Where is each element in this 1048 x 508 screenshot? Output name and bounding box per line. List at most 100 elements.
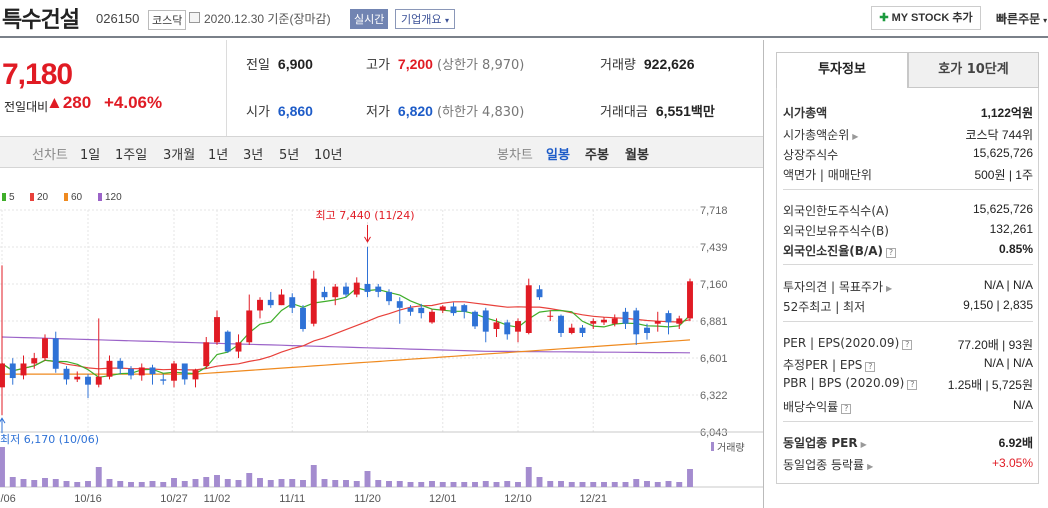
info-label-text: 52주최고 | 최저 bbox=[783, 300, 866, 314]
tab-investment-info[interactable]: 투자정보 bbox=[776, 52, 908, 88]
candle-body bbox=[568, 327, 575, 333]
change-label: 전일대비 bbox=[4, 100, 49, 114]
candle-body bbox=[676, 318, 683, 324]
help-icon[interactable]: ? bbox=[865, 362, 876, 372]
info-label-text: 시가총액 bbox=[783, 106, 828, 120]
quick-order-button[interactable]: 빠른주문 ▾ bbox=[996, 10, 1047, 27]
volume-bar bbox=[633, 479, 640, 487]
help-icon[interactable]: ? bbox=[886, 248, 897, 258]
realtime-button[interactable]: 실시간 bbox=[350, 9, 389, 29]
open-label: 시가 bbox=[246, 105, 270, 120]
info-label[interactable]: 외국인소진율(B/A)? bbox=[783, 242, 897, 259]
info-label-text: 액면가 | 매매단위 bbox=[783, 168, 872, 182]
candle-body bbox=[267, 299, 274, 306]
tab-1d[interactable]: 1일 bbox=[80, 148, 101, 163]
tab-daily[interactable]: 일봉 bbox=[546, 148, 570, 163]
tab-3y[interactable]: 3년 bbox=[243, 148, 264, 163]
info-label: 외국인한도주식수(A) bbox=[783, 202, 889, 219]
info-label-text: 추정PER | EPS bbox=[783, 358, 863, 372]
x-tick-label: 12/21 bbox=[579, 493, 607, 505]
info-label[interactable]: 배당수익률? bbox=[783, 398, 852, 415]
candle-body bbox=[364, 283, 371, 292]
volume-bar bbox=[289, 479, 296, 487]
volume-label: 거래량 bbox=[717, 442, 745, 454]
help-icon[interactable]: ? bbox=[907, 380, 918, 390]
info-row: 외국인한도주식수(A) 15,625,726 bbox=[783, 202, 1033, 220]
info-value: 6.92배 bbox=[998, 436, 1033, 450]
legend-label: 60 bbox=[71, 192, 83, 203]
chevron-down-icon: ▾ bbox=[1043, 16, 1048, 25]
info-row: 배당수익률? N/A bbox=[783, 398, 1033, 416]
my-stock-add-button[interactable]: ✚ MY STOCK 추가 bbox=[871, 6, 981, 30]
volume-bar bbox=[525, 467, 532, 487]
company-overview-dropdown[interactable]: 기업개요 ▾ bbox=[395, 9, 455, 29]
candle-body bbox=[138, 367, 145, 376]
candle-body bbox=[181, 363, 188, 380]
info-label-text: 외국인소진율(B/A) bbox=[783, 244, 884, 258]
info-label[interactable]: PBR | BPS (2020.09)? bbox=[783, 376, 918, 390]
max-arrow-icon bbox=[364, 224, 371, 243]
volume-bar bbox=[364, 471, 371, 487]
info-value: N/A | N/A bbox=[983, 278, 1033, 292]
info-label: 상장주식수 bbox=[783, 146, 838, 163]
candle-body bbox=[74, 376, 81, 380]
tab-1y[interactable]: 1년 bbox=[208, 148, 229, 163]
tab-5y[interactable]: 5년 bbox=[279, 148, 300, 163]
info-label-text: 외국인보유주식수(B) bbox=[783, 224, 889, 238]
x-tick-label: 12/10 bbox=[504, 493, 532, 505]
tab-weekly[interactable]: 주봉 bbox=[585, 148, 609, 163]
stock-header: 특수건설 026150 코스닥 2020.12.30 기준(장마감) 실시간 기… bbox=[0, 0, 1048, 38]
x-tick-label: 10/06 bbox=[0, 493, 16, 505]
volume-bar bbox=[138, 482, 145, 487]
legend-ma60: 60 bbox=[64, 192, 82, 203]
info-label-text: 상장주식수 bbox=[783, 148, 839, 162]
candlestick-chart[interactable]: 7,718 7,439 7,160 6,881 6,601 6,322 6,043 10/06… bbox=[0, 195, 763, 508]
candle-body bbox=[579, 327, 586, 333]
info-value: N/A | N/A bbox=[983, 356, 1033, 370]
info-label[interactable]: 동일업종 등락률 ▶ bbox=[783, 456, 873, 473]
volume-bar bbox=[85, 481, 91, 487]
volume-bar bbox=[74, 482, 81, 487]
volume-bar bbox=[396, 481, 403, 487]
info-value: 15,625,726 bbox=[972, 146, 1033, 160]
help-icon[interactable]: ? bbox=[841, 404, 852, 414]
volume-bar bbox=[493, 482, 500, 487]
tab-3m[interactable]: 3개월 bbox=[163, 148, 196, 163]
tab-monthly[interactable]: 월봉 bbox=[625, 148, 649, 163]
chevron-right-icon: ▶ bbox=[867, 462, 874, 471]
volume-bar bbox=[676, 482, 683, 487]
section-divider bbox=[783, 189, 1033, 190]
info-label: 시가총액 bbox=[783, 104, 827, 121]
candle-body bbox=[117, 360, 124, 369]
tab-order-book[interactable]: 호가 10단계 bbox=[908, 52, 1039, 88]
candle-body bbox=[106, 360, 113, 377]
low-label: 저가 bbox=[366, 105, 390, 120]
info-label[interactable]: 시가총액순위 ▶ bbox=[783, 126, 858, 143]
x-tick-label: 12/01 bbox=[429, 493, 457, 505]
info-label[interactable]: 투자의견 | 목표주가 ▶ bbox=[783, 278, 892, 295]
candle-body bbox=[310, 278, 317, 324]
legend-ma5: 5 bbox=[2, 192, 15, 203]
volume-bar bbox=[601, 482, 607, 487]
section-divider bbox=[783, 421, 1033, 422]
volume-bar bbox=[9, 477, 16, 487]
candle-body bbox=[601, 319, 607, 323]
investment-info-panel: 시가총액 1,122억원 시가총액순위 ▶ 코스닥 744위 상장주식수 15,625,72… bbox=[776, 88, 1039, 484]
info-label-text: PER | EPS(2020.09) bbox=[783, 336, 900, 350]
volume-bar bbox=[310, 465, 317, 487]
volume-bar bbox=[224, 479, 231, 487]
chevron-right-icon: ▶ bbox=[886, 284, 893, 293]
info-label[interactable]: PER | EPS(2020.09)? bbox=[783, 336, 913, 350]
candle-body bbox=[472, 311, 478, 327]
info-value: 코스닥 744위 bbox=[965, 128, 1033, 142]
legend-swatch bbox=[30, 193, 34, 201]
info-label[interactable]: 추정PER | EPS? bbox=[783, 356, 876, 373]
info-label[interactable]: 동일업종 PER ▶ bbox=[783, 434, 867, 451]
volume-bar bbox=[579, 482, 586, 487]
tab-10y[interactable]: 10년 bbox=[314, 148, 343, 163]
candle-body bbox=[332, 286, 339, 298]
volume-bar bbox=[665, 481, 672, 487]
help-icon[interactable]: ? bbox=[902, 340, 913, 350]
tab-1w[interactable]: 1주일 bbox=[115, 148, 148, 163]
candle-body bbox=[611, 318, 618, 324]
